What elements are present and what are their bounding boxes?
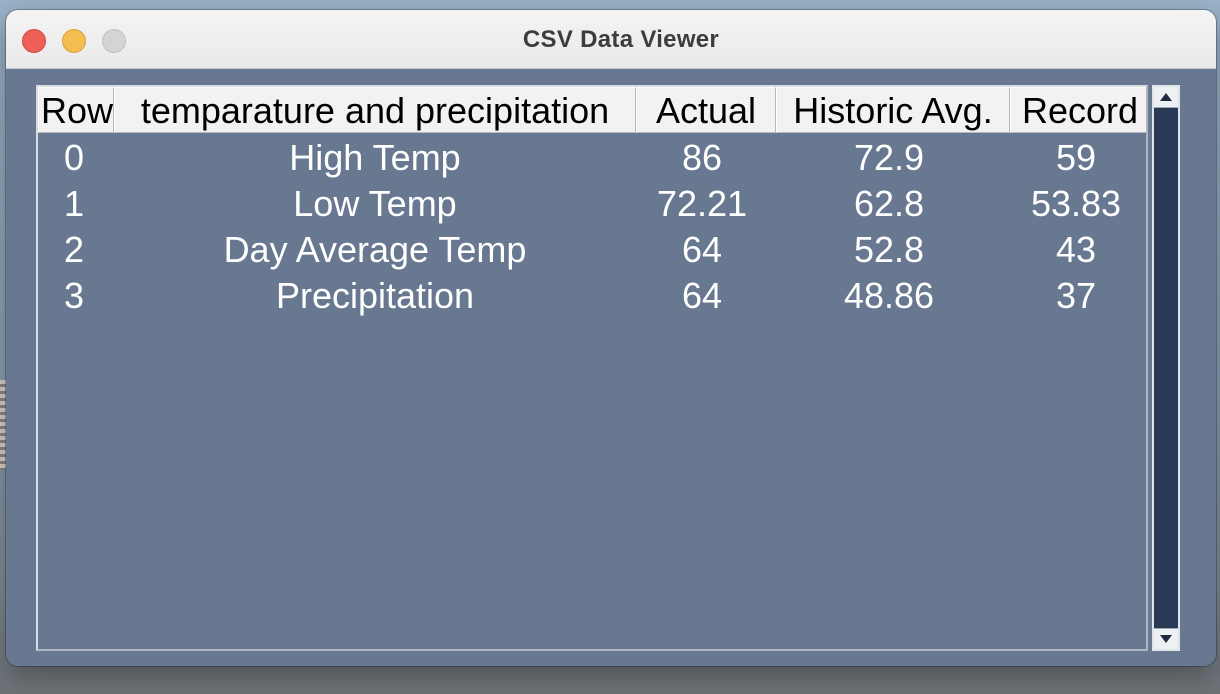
window-content: Row temparature and precipitation Actual…	[6, 69, 1216, 666]
column-header-actual[interactable]: Actual	[636, 87, 776, 133]
cell-historic-avg: 48.86	[843, 275, 935, 316]
cell-actual: 64	[681, 275, 723, 316]
table-row[interactable]: 3 Precipitation 64 48.86 37	[38, 273, 1146, 319]
cell-historic-avg: 52.8	[853, 229, 925, 270]
cell-temparature-and-precipitation: Precipitation	[275, 275, 475, 316]
cell-row: 0	[63, 137, 85, 178]
table-body: 0 High Temp 86 72.9 59 1 Low Temp 72.21 …	[38, 135, 1146, 319]
cell-record: 53.83	[1030, 183, 1122, 224]
table-header: Row temparature and precipitation Actual…	[38, 87, 1146, 135]
cell-temparature-and-precipitation: Low Temp	[293, 183, 457, 224]
zoom-traffic-light-icon[interactable]	[102, 29, 126, 53]
cell-row: 2	[63, 229, 85, 270]
cell-record: 43	[1055, 229, 1097, 270]
window-title: CSV Data Viewer	[522, 26, 720, 53]
close-traffic-light-icon[interactable]	[22, 29, 46, 53]
cell-actual: 64	[681, 229, 723, 270]
table-row[interactable]: 0 High Temp 86 72.9 59	[38, 135, 1146, 181]
cell-historic-avg: 62.8	[853, 183, 925, 224]
cell-record: 59	[1055, 137, 1097, 178]
column-header-historic-avg[interactable]: Historic Avg.	[776, 87, 1010, 133]
vertical-scrollbar[interactable]	[1152, 85, 1180, 651]
cell-temparature-and-precipitation: High Temp	[289, 137, 461, 178]
cell-actual: 72.21	[656, 183, 748, 224]
table-row[interactable]: 2 Day Average Temp 64 52.8 43	[38, 227, 1146, 273]
cell-row: 3	[63, 275, 85, 316]
chevron-down-icon	[1160, 635, 1172, 643]
column-header-record[interactable]: Record	[1010, 87, 1146, 133]
app-window: CSV Data Viewer Row temparature and prec…	[6, 10, 1216, 666]
cell-temparature-and-precipitation: Day Average Temp	[223, 229, 527, 270]
desktop-background-edge	[0, 380, 6, 470]
column-header-row[interactable]: Row	[38, 87, 114, 133]
scroll-down-button[interactable]	[1154, 628, 1178, 649]
cell-row: 1	[63, 183, 85, 224]
cell-record: 37	[1055, 275, 1097, 316]
data-table: Row temparature and precipitation Actual…	[36, 85, 1148, 651]
minimize-traffic-light-icon[interactable]	[62, 29, 86, 53]
chevron-up-icon	[1160, 93, 1172, 101]
cell-actual: 86	[681, 137, 723, 178]
scroll-up-button[interactable]	[1154, 87, 1178, 108]
table-row[interactable]: 1 Low Temp 72.21 62.8 53.83	[38, 181, 1146, 227]
title-bar[interactable]: CSV Data Viewer	[6, 10, 1216, 69]
column-header-temparature-and-precipitation[interactable]: temparature and precipitation	[114, 87, 636, 133]
cell-historic-avg: 72.9	[853, 137, 925, 178]
